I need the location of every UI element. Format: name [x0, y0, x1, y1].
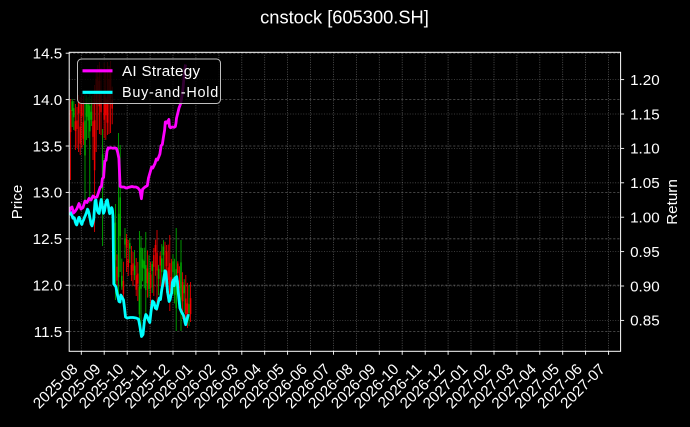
svg-text:1.00: 1.00: [630, 210, 660, 227]
svg-text:12.0: 12.0: [33, 278, 63, 295]
svg-text:14.5: 14.5: [33, 46, 63, 63]
svg-text:12.5: 12.5: [33, 231, 63, 248]
svg-text:Buy-and-Hold: Buy-and-Hold: [122, 85, 219, 101]
svg-text:0.85: 0.85: [630, 313, 660, 330]
svg-text:Return: Return: [664, 179, 681, 225]
svg-text:Price: Price: [9, 185, 26, 220]
svg-text:11.5: 11.5: [34, 324, 62, 341]
svg-text:cnstock [605300.SH]: cnstock [605300.SH]: [260, 7, 429, 28]
svg-text:AI Strategy: AI Strategy: [122, 63, 201, 80]
svg-text:1.10: 1.10: [630, 141, 660, 158]
svg-text:13.5: 13.5: [33, 138, 63, 155]
svg-text:1.20: 1.20: [630, 72, 660, 89]
svg-text:0.90: 0.90: [630, 278, 660, 295]
svg-text:14.0: 14.0: [33, 92, 63, 109]
svg-text:1.15: 1.15: [630, 106, 660, 123]
svg-text:1.05: 1.05: [630, 175, 660, 192]
svg-text:13.0: 13.0: [33, 185, 63, 202]
svg-text:0.95: 0.95: [630, 244, 660, 261]
